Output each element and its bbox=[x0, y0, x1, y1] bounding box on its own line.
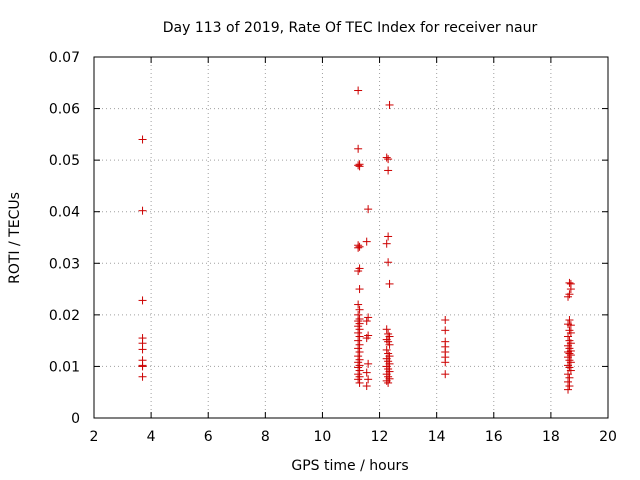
data-point bbox=[355, 332, 364, 341]
data-point bbox=[565, 316, 574, 325]
data-point bbox=[362, 334, 371, 343]
data-point bbox=[138, 345, 147, 354]
data-point bbox=[384, 378, 393, 387]
data-point bbox=[354, 344, 363, 353]
data-point bbox=[382, 376, 391, 385]
data-point bbox=[384, 166, 393, 175]
data-point bbox=[354, 375, 363, 384]
data-point bbox=[382, 325, 391, 334]
data-point bbox=[565, 278, 574, 287]
y-axis-label: ROTI / TECUs bbox=[7, 192, 23, 284]
data-point bbox=[354, 336, 363, 345]
grid-lines bbox=[94, 57, 608, 418]
data-point bbox=[385, 100, 394, 109]
data-point bbox=[565, 356, 574, 365]
x-tick-label: 14 bbox=[428, 429, 446, 445]
data-point bbox=[384, 232, 393, 241]
data-point bbox=[355, 378, 364, 387]
data-point bbox=[138, 206, 147, 215]
y-tick-labels: 0 0.01 0.02 0.03 0.04 0.05 0.06 0.07 bbox=[49, 50, 80, 427]
data-point bbox=[364, 359, 373, 368]
data-point bbox=[564, 370, 573, 379]
data-point bbox=[565, 349, 574, 358]
data-point bbox=[355, 305, 364, 314]
data-point bbox=[382, 345, 391, 354]
data-point bbox=[384, 155, 393, 164]
data-point bbox=[382, 335, 391, 344]
data-point bbox=[354, 243, 363, 252]
data-point bbox=[564, 377, 573, 386]
x-tick-label: 4 bbox=[147, 429, 156, 445]
x-tick-label: 10 bbox=[314, 429, 332, 445]
y-tick-label: 0.02 bbox=[49, 308, 80, 324]
data-point bbox=[385, 279, 394, 288]
x-tick-label: 20 bbox=[599, 429, 617, 445]
data-points bbox=[138, 86, 575, 394]
data-point bbox=[355, 325, 364, 334]
chart-title: Day 113 of 2019, Rate Of TEC Index for r… bbox=[163, 20, 538, 36]
data-point bbox=[138, 362, 147, 371]
data-point bbox=[354, 161, 363, 170]
data-point bbox=[138, 135, 147, 144]
data-point bbox=[362, 368, 371, 377]
data-point bbox=[441, 358, 450, 367]
data-point bbox=[354, 300, 363, 309]
x-tick-label: 8 bbox=[261, 429, 270, 445]
data-point bbox=[382, 239, 391, 248]
x-tick-label: 2 bbox=[90, 429, 99, 445]
y-tick-label: 0.07 bbox=[49, 50, 80, 66]
y-tick-label: 0.03 bbox=[49, 256, 80, 272]
data-point bbox=[362, 317, 371, 326]
data-point bbox=[565, 373, 574, 382]
data-point bbox=[564, 292, 573, 301]
data-point bbox=[441, 316, 450, 325]
data-point bbox=[564, 385, 573, 394]
data-point bbox=[384, 258, 393, 267]
x-tick-label: 12 bbox=[371, 429, 389, 445]
data-point bbox=[355, 285, 364, 294]
x-axis-label: GPS time / hours bbox=[291, 458, 408, 474]
data-point bbox=[441, 370, 450, 379]
data-point bbox=[364, 205, 373, 214]
y-tick-label: 0.05 bbox=[49, 153, 80, 169]
axis-ticks bbox=[93, 56, 609, 419]
y-tick-label: 0.01 bbox=[49, 359, 80, 375]
y-tick-label: 0.04 bbox=[49, 205, 80, 221]
data-point bbox=[385, 340, 394, 349]
data-point bbox=[564, 361, 573, 370]
data-point bbox=[355, 340, 364, 349]
data-point bbox=[138, 372, 147, 381]
x-tick-label: 16 bbox=[485, 429, 503, 445]
y-tick-label: 0 bbox=[71, 411, 80, 427]
data-point bbox=[138, 296, 147, 305]
data-point bbox=[566, 321, 575, 330]
x-tick-label: 18 bbox=[542, 429, 560, 445]
data-point bbox=[564, 332, 573, 341]
data-point bbox=[354, 328, 363, 337]
data-point bbox=[354, 144, 363, 153]
data-point bbox=[364, 375, 373, 384]
data-point bbox=[355, 162, 364, 171]
data-point bbox=[441, 326, 450, 335]
data-point bbox=[362, 237, 371, 246]
y-tick-label: 0.06 bbox=[49, 102, 80, 118]
data-point bbox=[364, 313, 373, 322]
data-point bbox=[382, 153, 391, 162]
data-point bbox=[566, 285, 575, 294]
data-point bbox=[354, 86, 363, 95]
plot-frame bbox=[93, 56, 609, 419]
data-point bbox=[355, 242, 364, 251]
data-point bbox=[565, 382, 574, 391]
data-point bbox=[354, 267, 363, 276]
x-tick-labels: 2 4 6 8 10 12 14 16 18 20 bbox=[90, 429, 617, 445]
data-point bbox=[355, 347, 364, 356]
data-point bbox=[362, 382, 371, 391]
x-tick-label: 6 bbox=[204, 429, 213, 445]
